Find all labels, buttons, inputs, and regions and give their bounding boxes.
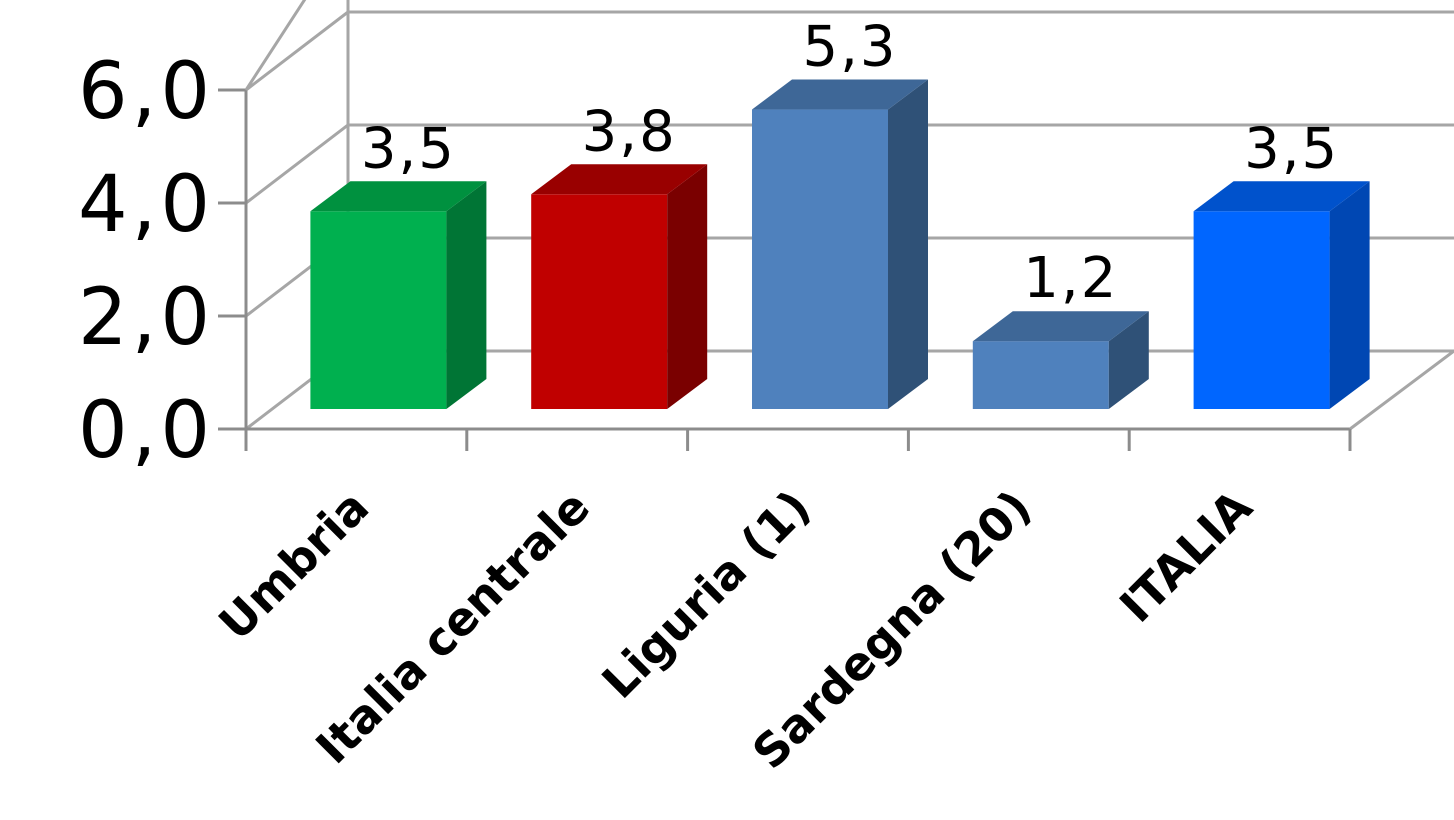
y-tick-label: 4,0 bbox=[78, 160, 214, 250]
bar-front-face bbox=[310, 211, 447, 409]
bar bbox=[972, 311, 1149, 409]
side-wall-gridline bbox=[245, 10, 349, 92]
bar bbox=[531, 164, 708, 409]
floor-right-edge bbox=[1349, 349, 1454, 431]
bar-front-face bbox=[752, 109, 888, 410]
data-label: 3,5 bbox=[361, 116, 456, 181]
y-tick-label: 2,0 bbox=[78, 273, 214, 363]
bar-layer bbox=[310, 79, 1370, 410]
side-wall-top-edge bbox=[244, 0, 307, 91]
bar-side-face bbox=[667, 164, 708, 409]
axis-layer bbox=[218, 0, 1454, 451]
bar-top-face bbox=[531, 164, 708, 195]
y-tick-label: 6,0 bbox=[78, 47, 214, 137]
bar-top-face bbox=[310, 181, 487, 212]
bar-top-face bbox=[972, 311, 1149, 342]
bar-top-face bbox=[1193, 181, 1370, 212]
y-tick-label: 0,0 bbox=[78, 386, 214, 476]
bar-side-face bbox=[446, 181, 487, 409]
bar bbox=[310, 181, 487, 409]
bar-side-face bbox=[1108, 311, 1149, 409]
side-wall-gridline bbox=[245, 123, 349, 205]
bar-front-face bbox=[531, 194, 668, 409]
bar-side-face bbox=[888, 79, 928, 410]
x-tick-label: Umbria bbox=[208, 480, 379, 651]
bar-front-face bbox=[972, 341, 1109, 409]
x-tick-label: ITALIA bbox=[1109, 479, 1262, 632]
data-label: 3,5 bbox=[1244, 116, 1339, 181]
bar-front-face bbox=[1193, 211, 1330, 409]
x-tick-label: Liguria (1) bbox=[591, 480, 820, 709]
bar bbox=[752, 79, 928, 410]
data-label: 1,2 bbox=[1023, 246, 1118, 311]
bar-top-face bbox=[752, 79, 928, 110]
bar bbox=[1193, 181, 1370, 409]
data-label: 3,8 bbox=[582, 99, 677, 164]
bar-side-face bbox=[1329, 181, 1370, 409]
data-label: 5,3 bbox=[802, 15, 897, 80]
